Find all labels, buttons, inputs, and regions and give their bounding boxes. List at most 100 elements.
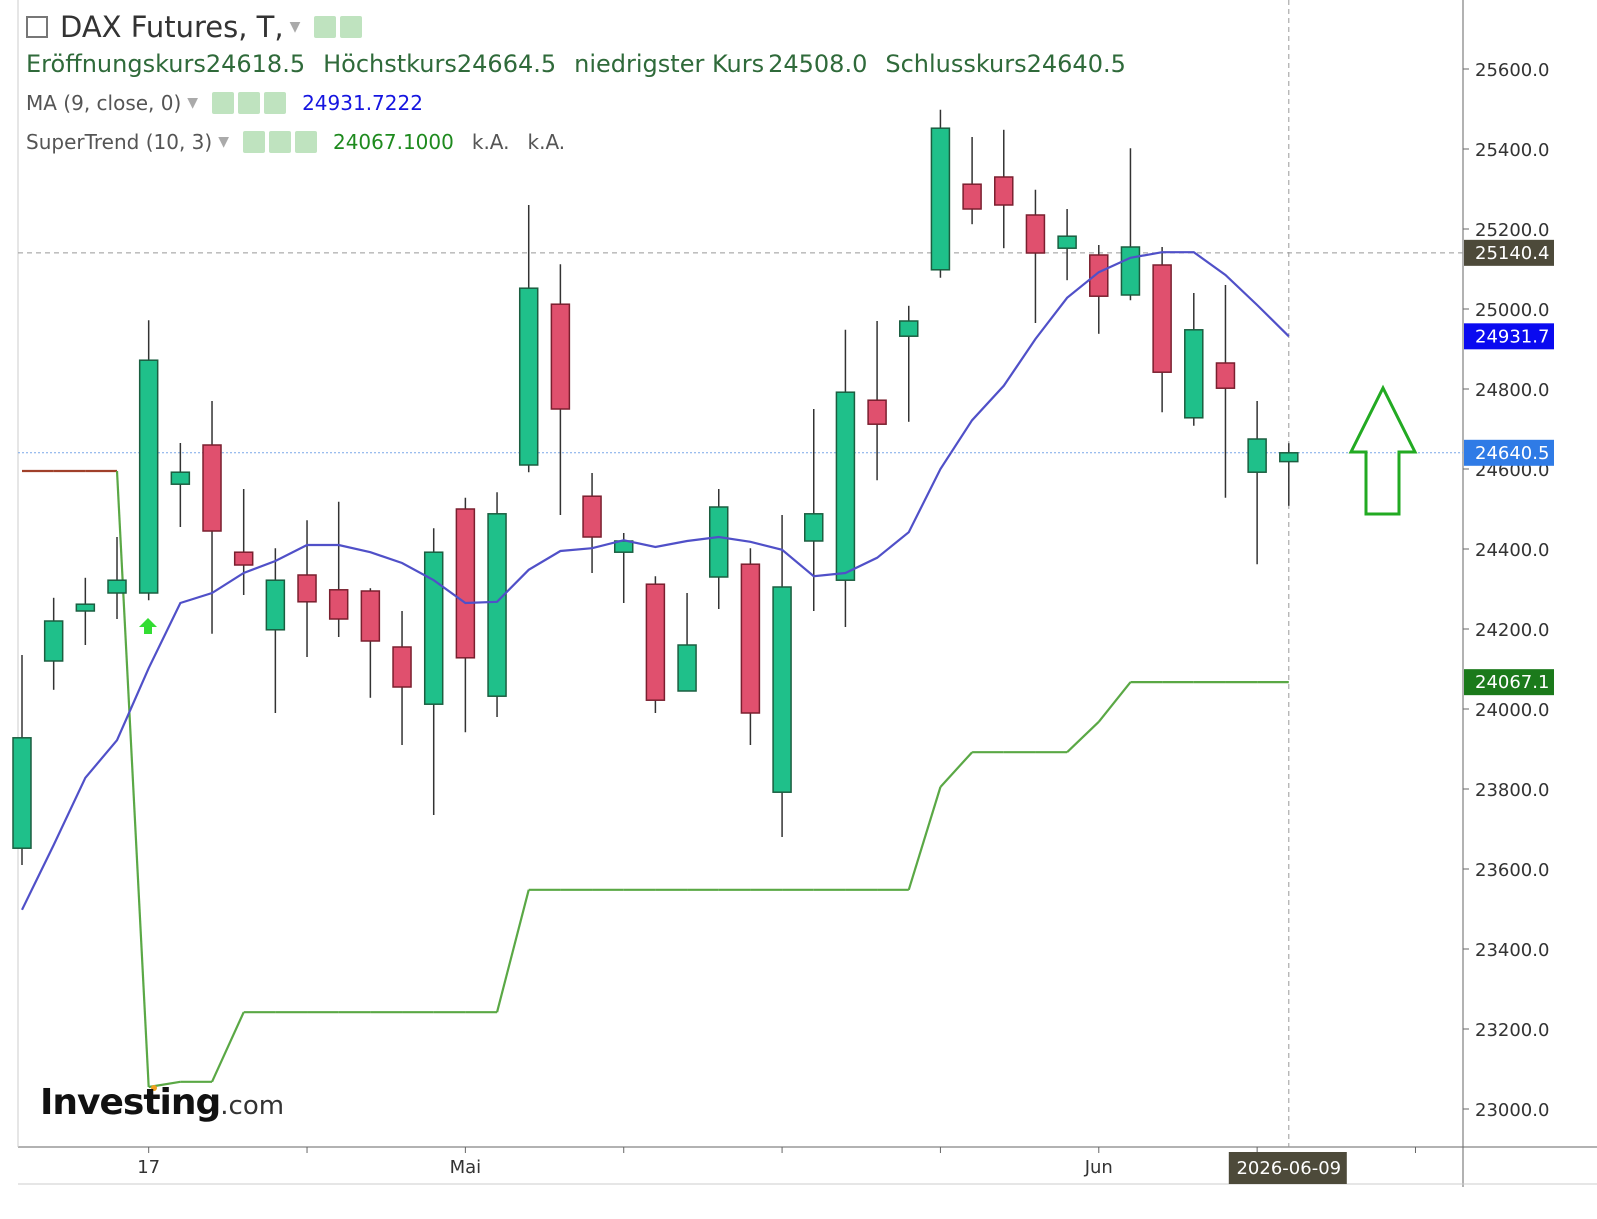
candle-body <box>740 563 761 714</box>
watermark-text: Investing <box>40 1082 221 1123</box>
candle-body <box>550 303 571 410</box>
candle-body <box>487 513 507 697</box>
x-tick-label: Jun <box>1084 1157 1113 1178</box>
x-tick-label: Mai <box>450 1157 482 1178</box>
y-tick-label: 23600.0 <box>1475 860 1549 881</box>
candle-body <box>1025 214 1046 254</box>
candle-body <box>265 579 286 631</box>
y-tick-label: 23200.0 <box>1475 1020 1549 1041</box>
open-value: 24618.5 <box>205 50 306 78</box>
signal-dot <box>151 1085 157 1091</box>
candle-body <box>899 320 919 337</box>
close-value: 24640.5 <box>1026 50 1126 78</box>
ma-row: MA (9, close, 0) ▼ 24931.7222 <box>26 91 423 115</box>
supertrend-segment <box>939 751 973 788</box>
signal-arrow <box>139 618 157 634</box>
remove-icon[interactable] <box>264 92 287 114</box>
ma-name: MA (9, close, 0) <box>26 91 182 115</box>
y-tick-label: 24800.0 <box>1475 380 1549 401</box>
candle-body <box>962 183 982 210</box>
y-tick-label: 23000.0 <box>1475 1100 1549 1121</box>
candle-body <box>1089 254 1109 297</box>
candle-body <box>1152 264 1172 373</box>
ma-line <box>21 251 1290 911</box>
y-tick-label: 25200.0 <box>1475 220 1549 241</box>
candle-body <box>1120 246 1141 296</box>
candle-body <box>930 127 951 271</box>
candle-body <box>1215 362 1236 389</box>
gear-icon[interactable] <box>268 131 291 153</box>
supertrend-extra: k.A. <box>471 130 510 154</box>
ma-value: 24931.7222 <box>302 91 423 115</box>
remove-icon[interactable] <box>294 131 317 153</box>
watermark: Investing.com <box>40 1082 284 1123</box>
supertrend-segment <box>495 889 530 1013</box>
gear-icon[interactable] <box>238 92 261 114</box>
dropdown[interactable]: ▼ <box>187 95 199 111</box>
candle-body <box>233 551 254 566</box>
high-value: 24664.5 <box>456 50 557 78</box>
close-label: Schlusskurs <box>885 50 1027 78</box>
y-tick-label: 24200.0 <box>1475 620 1549 641</box>
supertrend-segment <box>211 1011 245 1083</box>
price-badge <box>1464 439 1554 466</box>
gear-icon[interactable] <box>340 16 363 38</box>
title-row: DAX Futures, T, ▼ <box>26 10 366 44</box>
price-badge-label: 24067.1 <box>1475 672 1549 693</box>
price-badge-label: 24931.7 <box>1475 326 1549 347</box>
dropdown[interactable]: ▼ <box>289 19 301 35</box>
supertrend-extra: k.A. <box>527 130 566 154</box>
candle-body <box>12 737 32 849</box>
x-tick-label: 2026-06-09 <box>1236 1158 1341 1179</box>
candle-body <box>1057 235 1077 249</box>
candle-body <box>518 287 539 466</box>
watermark-suffix: .com <box>220 1091 285 1121</box>
candle-body <box>202 444 222 532</box>
candle-body <box>455 508 476 659</box>
eye-icon[interactable] <box>212 92 235 114</box>
supertrend-row: SuperTrend (10, 3) ▼ 24067.1000 k.A. k.A… <box>26 130 565 154</box>
low-label: niedrigster Kurs <box>574 50 765 78</box>
supertrend-value: 24067.1000 <box>332 130 454 154</box>
buy-arrow <box>1348 384 1418 516</box>
candle-body <box>804 513 824 542</box>
price-badge-label: 24640.5 <box>1475 443 1549 464</box>
eye-icon[interactable] <box>242 131 265 153</box>
crosshair-badge <box>1228 1152 1347 1184</box>
candle-body <box>994 176 1014 206</box>
price-badge <box>1464 323 1554 350</box>
price-badge <box>1464 669 1554 696</box>
price-badge <box>1464 239 1554 266</box>
candle-body <box>582 495 602 538</box>
candle-body <box>170 471 191 485</box>
candle-body <box>708 506 729 578</box>
x-tick-label: 17 <box>137 1157 160 1178</box>
y-tick-label: 25600.0 <box>1475 60 1549 81</box>
chart-title: DAX Futures, T, <box>60 10 284 44</box>
y-tick-label: 23400.0 <box>1475 940 1549 961</box>
y-tick-label: 24000.0 <box>1475 700 1549 721</box>
candle-body <box>1279 452 1299 463</box>
eye-icon[interactable] <box>314 16 337 38</box>
candle-body <box>867 399 887 425</box>
dropdown[interactable]: ▼ <box>218 134 229 150</box>
candle-body <box>1247 438 1267 473</box>
y-tick-label: 24400.0 <box>1475 540 1549 561</box>
ohlc-row: Eröffnungskurs 24618.5 Höchstkurs 24664.5 … <box>26 50 1126 78</box>
supertrend-segment <box>1066 721 1100 753</box>
candle-body <box>107 579 127 594</box>
candle-body <box>835 391 856 581</box>
candle-body <box>645 583 666 701</box>
supertrend-segment <box>115 470 150 1088</box>
candle-body <box>1184 329 1204 419</box>
candle-body <box>328 589 349 620</box>
collapse-icon[interactable] <box>26 16 48 38</box>
candle-body <box>297 574 317 603</box>
candle-body <box>43 620 64 662</box>
candle-body <box>677 644 697 692</box>
low-value: 24508.0 <box>768 50 868 78</box>
price-badge-label: 25140.4 <box>1475 243 1549 264</box>
candle-body <box>138 359 159 594</box>
